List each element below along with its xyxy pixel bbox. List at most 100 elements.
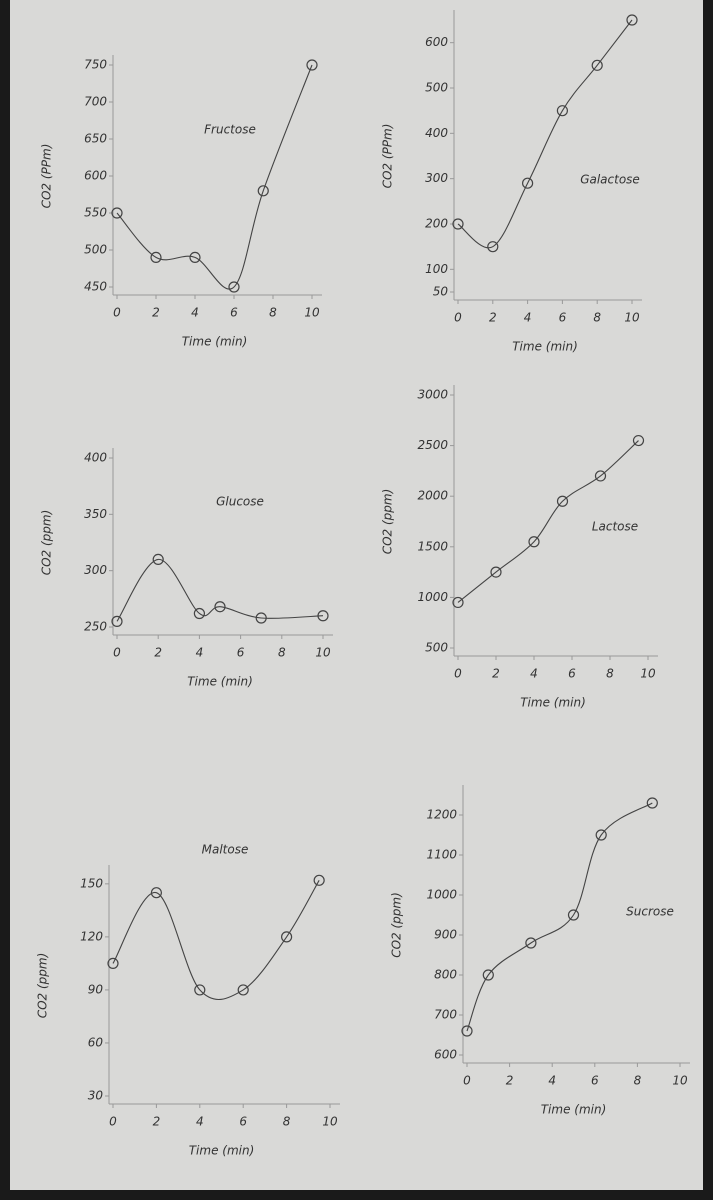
x-tick-label: 8 — [283, 1115, 291, 1129]
x-axis-label: Time (min) — [189, 1144, 255, 1158]
y-tick-label: 400 — [425, 126, 448, 140]
x-tick-label: 6 — [559, 311, 567, 325]
y-tick-label: 90 — [88, 982, 104, 996]
data-point — [317, 610, 329, 622]
x-tick-label: 0 — [113, 646, 121, 660]
curve — [457, 440, 639, 603]
x-tick-label: 10 — [322, 1115, 338, 1129]
x-tick-label: 8 — [593, 311, 601, 325]
y-axis-label: CO2 (ppm) — [36, 953, 50, 1019]
y-tick-label: 450 — [84, 280, 107, 294]
data-point — [313, 874, 325, 886]
x-tick-label: 8 — [278, 646, 286, 660]
chart-panel: 250 300 350 400 0 2 4 6 8 10 Glucose Time (min) CO2 … — [40, 448, 333, 689]
data-point — [306, 59, 318, 71]
data-point — [461, 1025, 473, 1037]
x-axis-label: Time (min) — [187, 675, 253, 689]
data-point — [214, 601, 226, 613]
data-point — [482, 969, 494, 981]
y-tick-label: 1000 — [426, 888, 457, 902]
data-point — [150, 887, 162, 899]
data-point — [632, 434, 645, 447]
y-tick-label: 2000 — [417, 489, 448, 503]
x-tick-label: 2 — [154, 646, 162, 660]
curve — [457, 19, 633, 249]
y-axis-label: CO2 (PPm) — [40, 144, 54, 209]
x-tick-label: 8 — [606, 667, 614, 681]
data-point — [152, 553, 164, 566]
y-tick-label: 300 — [425, 171, 448, 185]
data-point — [490, 566, 502, 578]
chart-panel: 50 100 200 300 400 500 600 0 2 4 6 8 10 Galactose Time… — [381, 10, 642, 354]
x-tick-label: 2 — [153, 1115, 161, 1129]
y-tick-label: 500 — [425, 641, 448, 655]
data-point — [255, 612, 267, 624]
x-tick-label: 10 — [315, 646, 331, 660]
x-axis-label: Time (min) — [541, 1103, 607, 1117]
y-tick-label: 1500 — [417, 539, 448, 553]
x-tick-label: 4 — [548, 1074, 556, 1088]
x-tick-label: 0 — [113, 306, 121, 320]
data-point — [107, 957, 119, 970]
y-tick-label: 800 — [434, 968, 457, 982]
y-axis-label: CO2 (PPm) — [381, 124, 395, 189]
x-tick-label: 6 — [591, 1074, 599, 1088]
y-tick-label: 700 — [84, 95, 107, 109]
y-tick-label: 60 — [88, 1035, 104, 1049]
y-tick-label: 100 — [425, 262, 448, 276]
data-point — [228, 281, 240, 293]
data-point — [556, 105, 569, 117]
y-tick-label: 120 — [80, 929, 103, 943]
x-tick-label: 6 — [568, 667, 576, 681]
x-tick-label: 8 — [269, 306, 277, 320]
x-axis-label: Time (min) — [520, 696, 586, 710]
y-axis-label: CO2 (ppm) — [381, 489, 395, 555]
x-tick-label: 0 — [454, 667, 462, 681]
chart-title: Maltose — [202, 843, 249, 857]
data-point — [594, 470, 607, 482]
y-tick-label: 600 — [434, 1048, 457, 1062]
curve — [466, 802, 653, 1032]
paper-sheet — [10, 0, 703, 1190]
y-tick-label: 600 — [84, 169, 107, 183]
data-point — [487, 241, 499, 253]
x-tick-label: 6 — [230, 306, 238, 320]
y-tick-label: 1100 — [426, 848, 457, 862]
y-tick-label: 1000 — [417, 590, 448, 604]
y-tick-label: 700 — [434, 1008, 457, 1022]
data-point — [281, 931, 293, 943]
data-point — [193, 607, 205, 620]
data-point — [452, 596, 464, 609]
x-tick-label: 2 — [492, 667, 500, 681]
data-point — [591, 59, 603, 71]
y-tick-label: 30 — [88, 1089, 104, 1103]
y-tick-label: 900 — [434, 928, 457, 942]
y-tick-label: 400 — [84, 451, 107, 465]
chart-panel: 500 1000 1500 2000 2500 3000 0 2 4 6 8 10 Lactose Tim… — [381, 385, 658, 710]
y-tick-label: 550 — [84, 206, 107, 220]
y-tick-label: 600 — [425, 35, 448, 49]
x-tick-label: 4 — [191, 306, 199, 320]
y-tick-label: 50 — [433, 285, 449, 299]
curve — [112, 880, 320, 1000]
y-tick-label: 200 — [425, 217, 448, 231]
y-tick-label: 750 — [84, 58, 107, 72]
data-point — [646, 797, 658, 809]
y-axis-label: CO2 (ppm) — [390, 892, 404, 958]
data-point — [194, 984, 206, 996]
data-point — [237, 984, 249, 996]
x-tick-label: 10 — [304, 306, 320, 320]
x-tick-label: 0 — [454, 311, 462, 325]
data-point — [521, 177, 534, 189]
x-tick-label: 0 — [463, 1074, 471, 1088]
x-tick-label: 10 — [672, 1074, 688, 1088]
data-point — [257, 185, 269, 197]
y-tick-label: 350 — [84, 507, 107, 521]
x-tick-label: 4 — [530, 667, 538, 681]
x-tick-label: 10 — [640, 667, 656, 681]
y-tick-label: 500 — [84, 243, 107, 257]
data-point — [626, 14, 638, 26]
data-point — [150, 251, 162, 263]
